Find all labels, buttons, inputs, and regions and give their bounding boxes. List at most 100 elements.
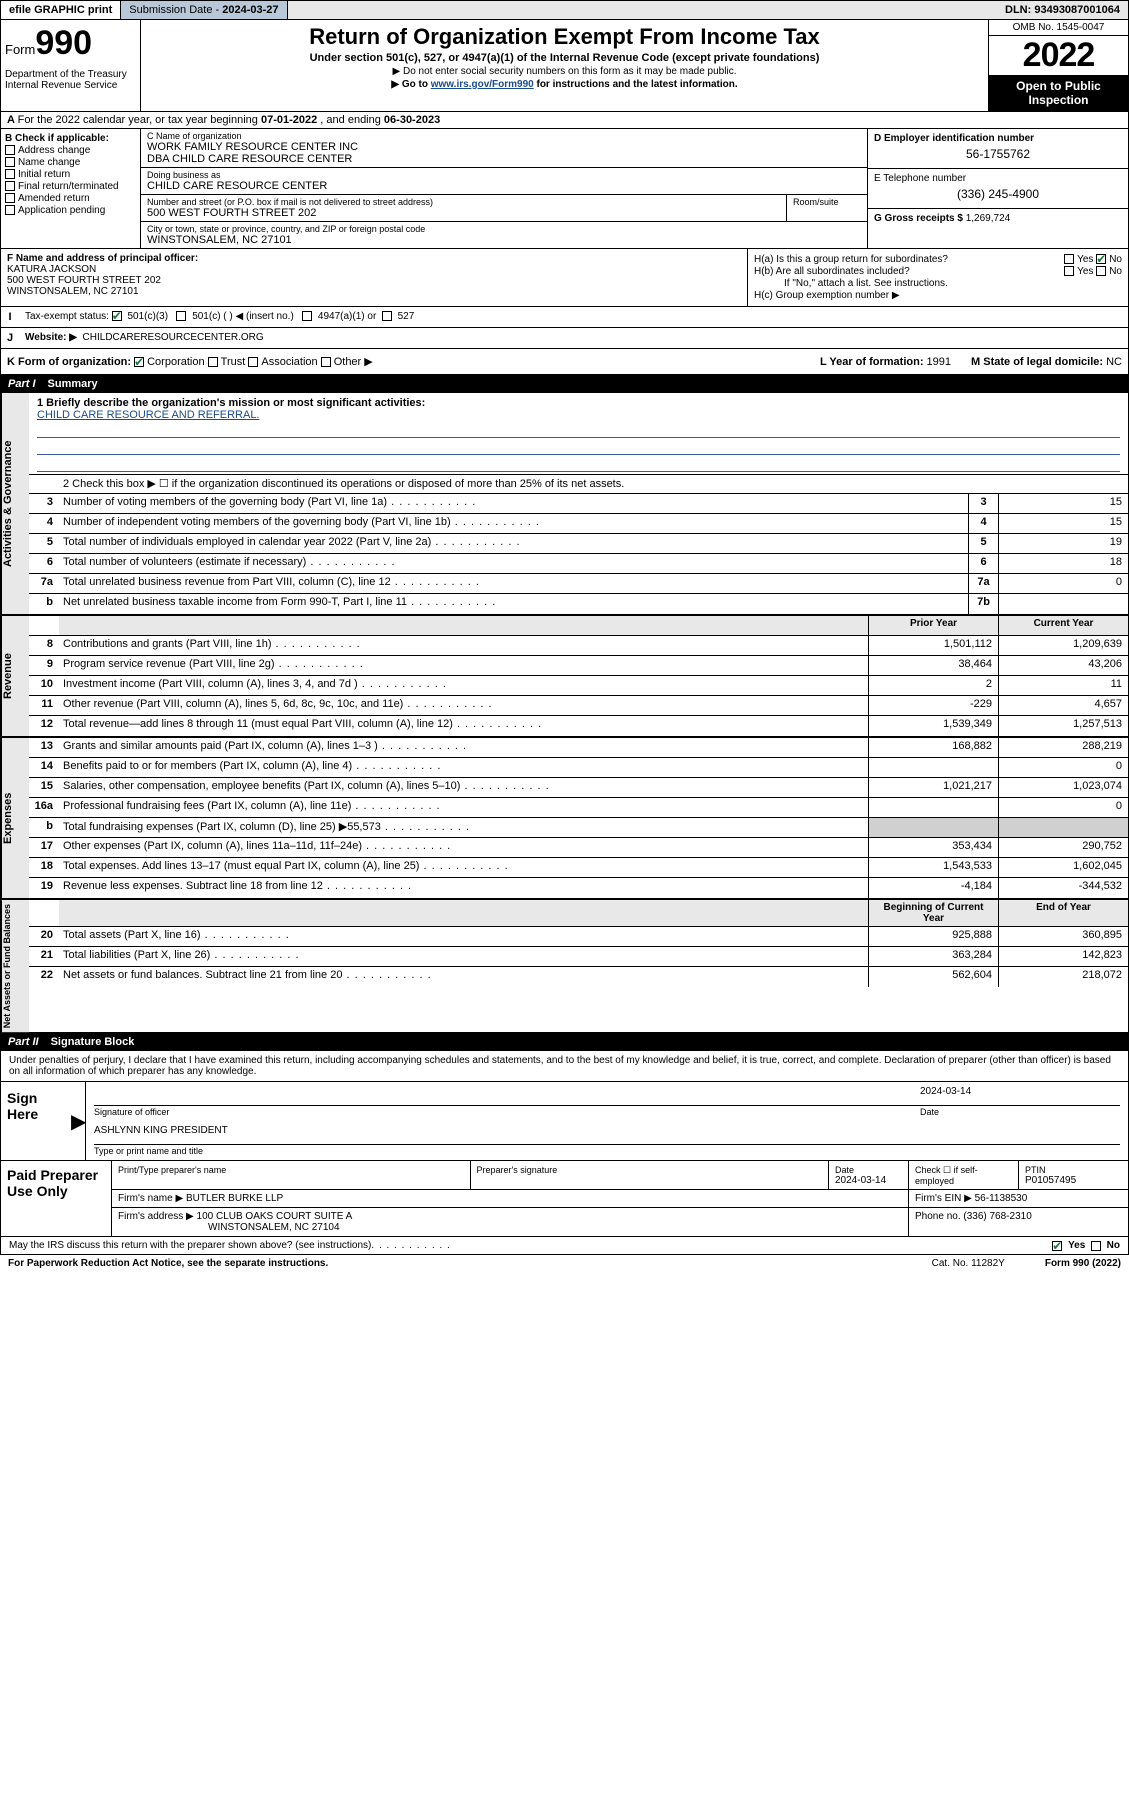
firm-name-cell: Firm's name ▶ BUTLER BURKE LLP — [111, 1190, 908, 1207]
chk-final-return[interactable]: Final return/terminated — [5, 181, 136, 192]
discuss-row: May the IRS discuss this return with the… — [0, 1237, 1129, 1255]
d-ein-cell: D Employer identification number 56-1755… — [868, 129, 1128, 169]
city-label: City or town, state or province, country… — [147, 224, 861, 234]
vtab-expenses: Expenses — [1, 738, 29, 898]
subdate-value: 2024-03-27 — [222, 4, 278, 16]
ptin-cell: PTIN P01057495 — [1018, 1161, 1128, 1189]
d-label: D Employer identification number — [874, 133, 1034, 144]
header: Form990 Department of the Treasury Inter… — [0, 20, 1129, 112]
opt-527: 527 — [398, 311, 415, 322]
check-self-cell: Check ☐ if self-employed — [908, 1161, 1018, 1189]
officer-name-title: ASHLYNN KING PRESIDENT — [94, 1125, 1120, 1144]
col-h: H(a) Is this a group return for subordin… — [748, 249, 1128, 306]
tab-governance: Activities & Governance 1 Briefly descri… — [1, 393, 1128, 614]
subdate-label: Submission Date - — [129, 4, 222, 16]
paid-body: Print/Type preparer's name Preparer's si… — [111, 1161, 1128, 1236]
chk-name-change[interactable]: Name change — [5, 157, 136, 168]
form-number: 990 — [35, 24, 92, 62]
summary-row: bNet unrelated business taxable income f… — [29, 594, 1128, 614]
chk-discuss-yes[interactable] — [1052, 1241, 1062, 1251]
prep-sig-cell: Preparer's signature — [470, 1161, 829, 1189]
firm-ein-cell: Firm's EIN ▶ 56-1138530 — [908, 1190, 1128, 1207]
org-name-2: DBA CHILD CARE RESOURCE CENTER — [147, 153, 861, 165]
sign-here-label: Sign Here — [1, 1082, 71, 1160]
chk-501c3[interactable] — [112, 311, 122, 321]
summary-row: 17Other expenses (Part IX, column (A), l… — [29, 838, 1128, 858]
row-a-tax-year: A For the 2022 calendar year, or tax yea… — [0, 112, 1129, 129]
net-header-row: Beginning of Current Year End of Year — [29, 900, 1128, 927]
sign-here-body: 2024-03-14 Signature of officer Date ASH… — [85, 1082, 1128, 1160]
chk-association[interactable] — [248, 357, 258, 367]
c-dba-cell: Doing business as CHILD CARE RESOURCE CE… — [141, 168, 867, 195]
chk-address-change[interactable]: Address change — [5, 145, 136, 156]
chk-initial-return[interactable]: Initial return — [5, 169, 136, 180]
vtab-revenue: Revenue — [1, 616, 29, 736]
officer-addr1: 500 WEST FOURTH STREET 202 — [7, 275, 161, 286]
chk-application-pending[interactable]: Application pending — [5, 205, 136, 216]
city-value: WINSTONSALEM, NC 27101 — [147, 234, 861, 246]
chk-501c[interactable] — [176, 311, 186, 321]
firm-addr-cell: Firm's address ▶ 100 CLUB OAKS COURT SUI… — [111, 1208, 908, 1236]
f-label: F Name and address of principal officer: — [7, 253, 198, 264]
dept-treasury: Department of the Treasury Internal Reve… — [5, 69, 136, 91]
summary-row: 22Net assets or fund balances. Subtract … — [29, 967, 1128, 987]
g-label: G Gross receipts $ — [874, 213, 966, 224]
chk-527[interactable] — [382, 311, 392, 321]
i-label: Tax-exempt status: — [25, 311, 109, 322]
part-i-header: Part I Summary — [0, 375, 1129, 393]
summary-row: 15Salaries, other compensation, employee… — [29, 778, 1128, 798]
c-street-cell: Number and street (or P.O. box if mail i… — [141, 195, 787, 221]
room-label: Room/suite — [793, 197, 861, 207]
chk-other[interactable] — [321, 357, 331, 367]
discuss-text: May the IRS discuss this return with the… — [9, 1240, 371, 1251]
part-ii-num: Part II — [8, 1036, 39, 1048]
opt-trust: Trust — [221, 356, 246, 368]
vtab-governance: Activities & Governance — [1, 393, 29, 614]
i-body: Tax-exempt status: 501(c)(3) 501(c) ( ) … — [19, 307, 1128, 327]
paid-label: Paid Preparer Use Only — [1, 1161, 111, 1236]
dln-label: DLN: — [1005, 4, 1034, 16]
prior-year-hdr: Prior Year — [868, 616, 998, 635]
open-inspection: Open to Public Inspection — [989, 75, 1128, 111]
tax-year: 2022 — [989, 36, 1128, 75]
part-ii-header: Part II Signature Block — [0, 1033, 1129, 1051]
brief-value[interactable]: CHILD CARE RESOURCE AND REFERRAL. — [37, 409, 260, 421]
officer-addr2: WINSTONSALEM, NC 27101 — [7, 286, 139, 297]
phone-value: (336) 245-4900 — [874, 187, 1122, 201]
chk-discuss-no[interactable] — [1091, 1241, 1101, 1251]
sig-date-label: Date — [920, 1106, 1120, 1117]
header-mid: Return of Organization Exempt From Incom… — [141, 20, 988, 111]
chk-trust[interactable] — [208, 357, 218, 367]
line2-text: 2 Check this box ▶ ☐ if the organization… — [59, 475, 1128, 493]
sig-officer-label: Signature of officer — [94, 1106, 920, 1117]
summary-row: 13Grants and similar amounts paid (Part … — [29, 738, 1128, 758]
signature-block: Under penalties of perjury, I declare th… — [0, 1051, 1129, 1237]
irs-link[interactable]: www.irs.gov/Form990 — [431, 79, 534, 90]
h-b-note: If "No," attach a list. See instructions… — [754, 278, 1122, 289]
summary-row: 20Total assets (Part X, line 16)925,8883… — [29, 927, 1128, 947]
c-room-cell: Room/suite — [787, 195, 867, 221]
row-2: 2 Check this box ▶ ☐ if the organization… — [29, 474, 1128, 494]
end-year-hdr: End of Year — [998, 900, 1128, 926]
k-label: K Form of organization: — [7, 356, 131, 368]
subtitle-3: ▶ Go to www.irs.gov/Form990 for instruct… — [149, 79, 980, 90]
chk-4947[interactable] — [302, 311, 312, 321]
chk-amended-return[interactable]: Amended return — [5, 193, 136, 204]
summary-row: 19Revenue less expenses. Subtract line 1… — [29, 878, 1128, 898]
part-i-num: Part I — [8, 378, 36, 390]
tab-revenue: Revenue Prior Year Current Year 8Contrib… — [1, 614, 1128, 736]
rowA-begin: 07-01-2022 — [261, 114, 317, 126]
col-c-org: C Name of organization WORK FAMILY RESOU… — [141, 129, 868, 248]
h-a: H(a) Is this a group return for subordin… — [754, 254, 1122, 265]
col-de: D Employer identification number 56-1755… — [868, 129, 1128, 248]
header-right: OMB No. 1545-0047 2022 Open to Public In… — [988, 20, 1128, 111]
summary-row: 7aTotal unrelated business revenue from … — [29, 574, 1128, 594]
efile-print[interactable]: efile GRAPHIC print — [1, 1, 121, 19]
summary-table: Activities & Governance 1 Briefly descri… — [0, 393, 1129, 1033]
chk-corporation[interactable] — [134, 357, 144, 367]
summary-row: 12Total revenue—add lines 8 through 11 (… — [29, 716, 1128, 736]
dba-label: Doing business as — [147, 170, 861, 180]
opt-501c: 501(c) ( ) ◀ (insert no.) — [192, 311, 294, 322]
dln: DLN: 93493087001064 — [997, 1, 1128, 19]
g-gross-cell: G Gross receipts $ 1,269,724 — [868, 209, 1128, 248]
